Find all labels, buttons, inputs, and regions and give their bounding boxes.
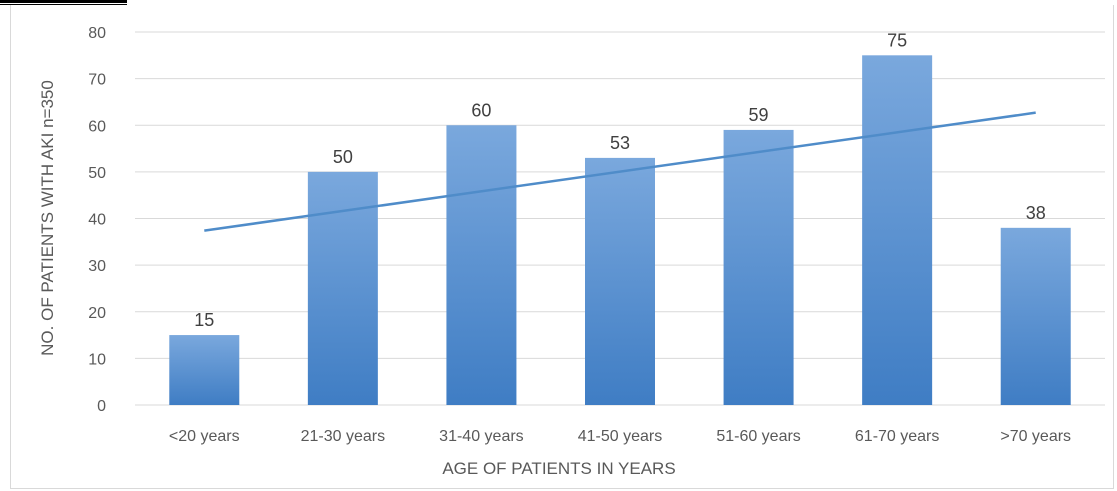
x-tick-label: 41-50 years xyxy=(578,428,663,445)
data-label: 60 xyxy=(471,100,491,120)
caption-underline xyxy=(0,4,127,5)
bar xyxy=(1000,227,1071,405)
y-tick-label: 20 xyxy=(88,305,106,322)
y-tick-label: 30 xyxy=(88,258,106,275)
y-tick-label: 60 xyxy=(88,118,106,135)
bar xyxy=(446,125,517,405)
trend-line xyxy=(204,111,1036,232)
data-label: 75 xyxy=(887,30,907,50)
chart-frame xyxy=(10,5,1114,489)
bars xyxy=(169,55,1071,405)
caption-fragment xyxy=(0,0,127,3)
data-label: 50 xyxy=(333,147,353,167)
caption-clip xyxy=(0,0,1117,6)
bar xyxy=(723,129,794,405)
data-label: 53 xyxy=(610,133,630,153)
bar xyxy=(862,55,933,405)
bar xyxy=(169,335,240,405)
y-tick-label: 50 xyxy=(88,165,106,182)
x-tick-label: <20 years xyxy=(169,428,240,445)
data-label: 15 xyxy=(194,310,214,330)
x-tick-label: 31-40 years xyxy=(439,428,524,445)
y-axis-ticks: 0 10 20 30 40 50 60 70 80 xyxy=(88,25,106,415)
x-axis-ticks: <20 years 21-30 years 31-40 years 41-50 yea… xyxy=(169,428,1071,445)
x-tick-label: >70 years xyxy=(1000,428,1071,445)
data-label: 59 xyxy=(749,105,769,125)
y-tick-label: 0 xyxy=(97,398,106,415)
x-tick-label: 61-70 years xyxy=(855,428,940,445)
y-tick-label: 10 xyxy=(88,351,106,368)
y-tick-label: 70 xyxy=(88,72,106,89)
y-tick-label: 80 xyxy=(88,25,106,42)
y-axis-label: NO. OF PATIENTS WITH AKI n=350 xyxy=(38,80,57,356)
data-labels: 15 50 60 53 59 75 38 xyxy=(194,30,1045,330)
data-label: 38 xyxy=(1026,203,1046,223)
x-tick-label: 51-60 years xyxy=(716,428,801,445)
y-tick-label: 40 xyxy=(88,212,106,229)
bar xyxy=(585,157,655,405)
x-tick-label: 21-30 years xyxy=(301,428,386,445)
x-axis-label: AGE OF PATIENTS IN YEARS xyxy=(442,459,675,478)
